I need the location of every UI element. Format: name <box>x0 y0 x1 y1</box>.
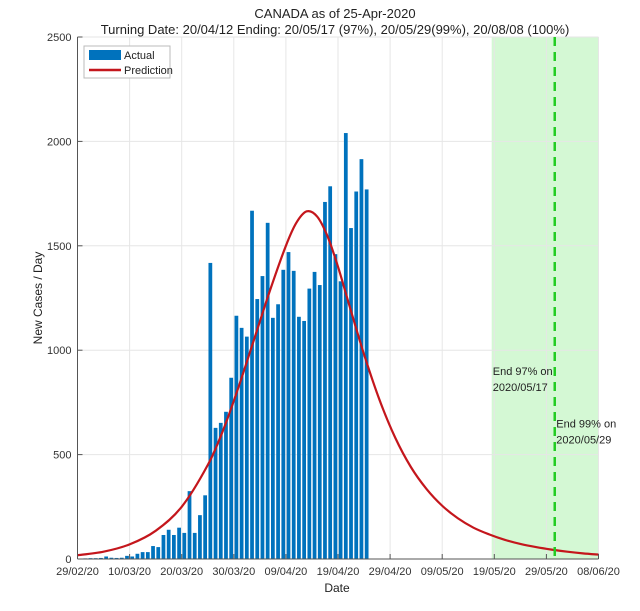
y-tick-label: 500 <box>53 450 71 462</box>
legend-label-prediction: Prediction <box>124 65 173 77</box>
legend-label-actual: Actual <box>124 50 155 62</box>
bar <box>104 556 109 559</box>
x-tick-label: 19/05/20 <box>473 566 516 578</box>
x-tick-label: 29/04/20 <box>369 566 412 578</box>
bar <box>218 422 223 559</box>
bar <box>203 495 208 559</box>
bar <box>135 553 140 559</box>
bar <box>145 552 150 559</box>
x-ticks: 29/02/20 10/03/20 20/03/20 30/03/20 09/04/20… <box>56 554 620 578</box>
prediction-line <box>77 210 599 557</box>
bar <box>119 557 124 559</box>
bar <box>166 529 171 559</box>
bar <box>286 252 291 559</box>
bar <box>297 316 301 559</box>
legend-swatch-actual <box>89 50 121 60</box>
y-tick-label: 1500 <box>47 241 71 253</box>
legend: Actual Prediction <box>83 45 173 79</box>
x-tick-label: 30/03/20 <box>212 566 255 578</box>
y-axis-label: New Cases / Day <box>31 252 45 345</box>
y-tick-label: 0 <box>65 554 71 566</box>
bar <box>239 327 244 559</box>
annotations: End 97% on 2020/05/17 End 99% on 2020/05/29 <box>493 366 616 446</box>
x-axis-label: Date <box>324 581 350 595</box>
x-tick-label: 29/05/20 <box>525 566 568 578</box>
bar <box>312 271 317 559</box>
bar <box>359 159 364 559</box>
bar <box>302 320 307 559</box>
bar <box>114 557 119 559</box>
bar <box>323 201 327 559</box>
bar <box>244 336 249 559</box>
shaded-end-region <box>491 37 599 559</box>
y-tick-label: 1000 <box>47 345 71 357</box>
bar <box>343 133 348 559</box>
bar <box>255 299 260 559</box>
x-tick-label: 09/04/20 <box>264 566 307 578</box>
bar <box>182 532 187 559</box>
annotation-line: 2020/05/17 <box>493 382 548 394</box>
bar <box>307 288 312 559</box>
bar <box>265 222 270 559</box>
chart-subtitle: Turning Date: 20/04/12 Ending: 20/05/17 … <box>101 22 570 37</box>
bar <box>156 547 161 559</box>
annotation-line: End 97% on <box>493 366 553 378</box>
bar <box>130 556 135 559</box>
bar <box>270 317 275 559</box>
bar <box>125 555 129 559</box>
bar <box>229 377 234 559</box>
bar <box>161 534 166 559</box>
y-ticks: 0 500 1000 1500 2000 2500 <box>47 32 83 566</box>
bar <box>172 534 176 559</box>
bar <box>234 315 239 559</box>
y-tick-label: 2500 <box>47 32 71 44</box>
bar <box>151 546 155 559</box>
gridlines <box>77 36 599 560</box>
shaded-region <box>491 37 599 559</box>
annotation-line: 2020/05/29 <box>556 434 611 446</box>
annotation-line: End 99% on <box>556 418 616 430</box>
bar <box>192 532 197 559</box>
bar <box>260 276 265 559</box>
annotation-1: End 97% on 2020/05/17 <box>493 366 553 394</box>
x-tick-label: 19/04/20 <box>317 566 360 578</box>
bar <box>333 254 338 560</box>
annotation-2: End 99% on 2020/05/29 <box>556 418 616 446</box>
bar <box>317 285 322 559</box>
bar <box>291 270 296 559</box>
bar <box>187 491 192 559</box>
x-tick-label: 08/06/20 <box>577 566 620 578</box>
bar <box>250 210 254 559</box>
actual-bars <box>78 133 369 560</box>
bar <box>338 281 343 559</box>
bar <box>99 557 103 559</box>
x-tick-label: 10/03/20 <box>108 566 151 578</box>
y-tick-label: 2000 <box>47 136 71 148</box>
x-tick-label: 09/05/20 <box>421 566 464 578</box>
bar <box>208 262 213 559</box>
bar <box>349 228 353 559</box>
x-tick-label: 20/03/20 <box>160 566 203 578</box>
bar <box>281 269 286 559</box>
bar <box>198 515 202 559</box>
bar <box>213 427 218 559</box>
bar <box>224 411 228 559</box>
bar <box>364 189 369 559</box>
bar <box>109 557 114 559</box>
bar <box>354 191 359 559</box>
bar <box>140 552 145 559</box>
x-tick-label: 29/02/20 <box>56 566 99 578</box>
prediction-curve <box>77 210 599 557</box>
bar <box>177 527 181 559</box>
bar <box>328 186 333 560</box>
chart-title: CANADA as of 25-Apr-2020 <box>254 6 415 21</box>
bar <box>276 304 280 559</box>
